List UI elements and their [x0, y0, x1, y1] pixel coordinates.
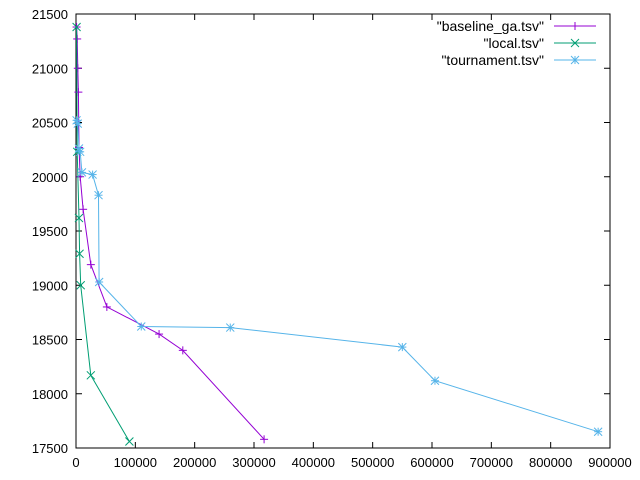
data-point [178, 346, 187, 355]
legend-label: "baseline_ga.tsv" [437, 18, 544, 34]
legend-item: "local.tsv" [483, 35, 596, 51]
data-point [225, 323, 235, 332]
legend-label: "local.tsv" [483, 35, 544, 51]
legend-item: "tournament.tsv" [441, 52, 596, 68]
x-tick-label: 700000 [470, 455, 513, 470]
x-tick-label: 300000 [232, 455, 275, 470]
y-tick-label: 21500 [32, 7, 68, 22]
data-point [73, 34, 82, 43]
x-tick-label: 0 [72, 455, 79, 470]
series-line [76, 120, 599, 433]
data-point [155, 330, 164, 339]
plot-frame [75, 13, 611, 449]
data-point [570, 55, 580, 65]
data-point [72, 22, 81, 32]
x-tick-label: 400000 [292, 455, 335, 470]
x-tick-label: 200000 [173, 455, 216, 470]
data-point [74, 88, 83, 97]
data-point [76, 280, 86, 290]
series-layer [72, 22, 603, 446]
series-3 [72, 115, 603, 437]
data-point [260, 435, 269, 444]
legend: "baseline_ga.tsv""local.tsv""tournament.… [437, 18, 596, 68]
x-tick-label: 500000 [351, 455, 394, 470]
series-1 [72, 23, 269, 444]
x-tick-label: 800000 [529, 455, 572, 470]
data-point [571, 22, 579, 30]
data-point [75, 147, 85, 157]
data-point [102, 302, 111, 311]
y-tick-label: 18500 [32, 333, 68, 348]
series-line [76, 26, 265, 440]
x-tick-label: 100000 [114, 455, 157, 470]
series-2 [72, 22, 134, 446]
data-point [73, 64, 82, 73]
data-point [430, 376, 440, 386]
y-tick-label: 19500 [32, 224, 68, 239]
x-tick-label: 900000 [588, 455, 631, 470]
data-point [94, 277, 104, 287]
data-point [77, 168, 87, 177]
data-point [86, 370, 96, 380]
series-line [76, 26, 130, 442]
data-point [570, 38, 580, 48]
data-point [79, 205, 88, 214]
data-point [88, 170, 97, 179]
data-point [136, 322, 146, 331]
x-tick-label: 600000 [410, 455, 453, 470]
data-point [86, 260, 95, 269]
data-point [75, 249, 84, 259]
data-point [73, 119, 83, 128]
data-point [397, 342, 407, 352]
data-point [593, 427, 603, 437]
data-point [94, 190, 103, 200]
y-tick-label: 17500 [32, 441, 68, 456]
y-tick-label: 18000 [32, 387, 68, 402]
y-tick-label: 19000 [32, 278, 68, 293]
legend-item: "baseline_ga.tsv" [437, 18, 596, 34]
data-point [125, 437, 134, 446]
legend-label: "tournament.tsv" [441, 52, 544, 68]
axis-ticks: 17500 18000 18500 19000 19500 20000 20500 21000… [32, 7, 632, 470]
y-tick-label: 21000 [32, 61, 68, 76]
data-point [74, 213, 84, 223]
y-tick-label: 20000 [32, 170, 68, 185]
y-tick-label: 20500 [32, 116, 68, 131]
